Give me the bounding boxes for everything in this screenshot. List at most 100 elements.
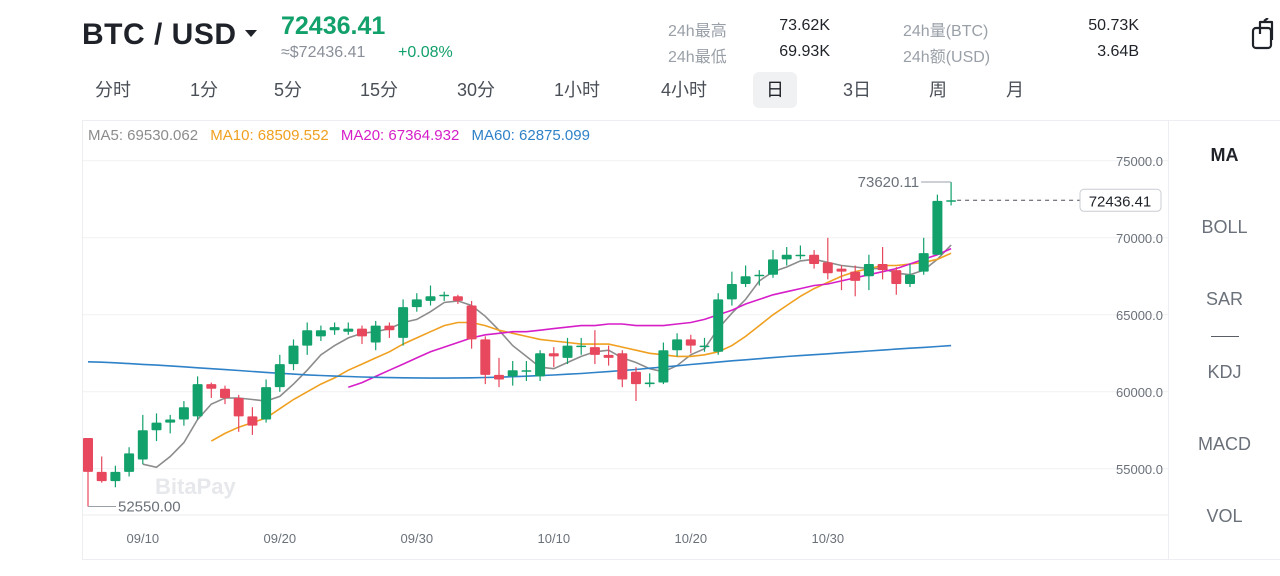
candle-19 [343, 322, 354, 335]
candle-43 [672, 333, 683, 357]
candle-59 [891, 267, 902, 295]
candle-35 [562, 337, 573, 365]
indicator-sar[interactable]: SAR [1205, 289, 1243, 309]
candle-51 [781, 247, 792, 266]
candle-40 [631, 367, 641, 402]
candle-33 [535, 350, 546, 382]
tab-2[interactable]: 5分 [273, 80, 302, 100]
candle-21 [370, 320, 381, 351]
candle-body-8 [192, 384, 203, 417]
tab-10[interactable]: 月 [1006, 80, 1024, 100]
tab-0[interactable]: 分时 [95, 80, 131, 100]
candle-37 [589, 330, 600, 365]
candle-body-52 [795, 254, 806, 257]
y-tick-label-1: 70000.0 [1116, 231, 1163, 246]
tab-3[interactable]: 15分 [359, 80, 399, 100]
indicator-ma[interactable]: MA [1210, 145, 1239, 165]
tab-5[interactable]: 1小时 [553, 80, 600, 100]
x-tick-label-0: 09/10 [127, 531, 160, 546]
candle-42 [658, 342, 669, 385]
candle-body-22 [384, 325, 395, 331]
candle-53 [809, 250, 820, 269]
candle-body-20 [357, 328, 367, 337]
candle-body-41 [644, 382, 655, 385]
x-tick-label-5: 10/30 [812, 531, 845, 546]
candle-body-57 [863, 263, 874, 277]
candle-13 [261, 379, 272, 423]
candle-body-28 [466, 305, 477, 340]
volume-label: 24h量(BTC) [903, 23, 989, 40]
candle-body-17 [315, 330, 326, 337]
candle-body-35 [562, 345, 573, 358]
candle-46 [713, 293, 724, 355]
candle-body-10 [220, 388, 230, 398]
low-label: 24h最低 [668, 49, 727, 66]
share-icon[interactable] [1250, 17, 1278, 50]
candle-body-60 [905, 274, 915, 284]
candle-body-12 [247, 416, 258, 426]
candle-body-9 [206, 384, 217, 389]
candle-body-49 [754, 274, 765, 277]
candle-58 [877, 247, 888, 280]
candle-body-5 [151, 422, 162, 431]
candle-body-39 [617, 353, 628, 380]
candle-body-55 [836, 268, 847, 272]
candle-body-13 [261, 387, 272, 420]
candle-body-42 [658, 350, 669, 383]
candle-26 [439, 291, 450, 301]
tab-9[interactable]: 周 [929, 80, 947, 100]
candle-15 [288, 339, 299, 371]
candle-body-29 [480, 339, 491, 375]
candle-body-4 [137, 430, 148, 460]
y-tick-label-4: 55000.0 [1116, 462, 1163, 477]
candle-18 [329, 322, 340, 335]
candle-body-15 [288, 345, 299, 365]
pair-selector[interactable]: BTC / USD [82, 18, 257, 52]
candle-body-0 [83, 437, 93, 472]
candle-57 [863, 254, 874, 291]
indicator-kdj[interactable]: KDJ [1207, 362, 1242, 382]
x-tick-label-4: 10/20 [675, 531, 708, 546]
candle-39 [617, 350, 628, 388]
tab-4[interactable]: 30分 [456, 80, 496, 100]
candle-28 [466, 300, 477, 349]
indicator-macd[interactable]: MACD [1198, 434, 1251, 454]
candle-body-21 [370, 325, 381, 343]
candle-9 [206, 382, 217, 398]
candle-1 [96, 456, 107, 483]
price-change: +0.08% [398, 44, 453, 61]
indicator-vol[interactable]: VOL [1206, 506, 1243, 526]
candle-body-14 [274, 364, 285, 388]
candle-45 [699, 337, 710, 352]
candle-29 [480, 336, 491, 385]
volume-value: 50.73K [1088, 17, 1139, 34]
candle-49 [754, 270, 765, 286]
x-tick-label-3: 10/10 [538, 531, 571, 546]
indicator-boll[interactable]: BOLL [1201, 217, 1248, 237]
candle-body-54 [822, 262, 833, 274]
high-value: 73.62K [779, 17, 830, 34]
tab-1[interactable]: 1分 [189, 80, 218, 100]
candle-body-56 [850, 271, 861, 281]
tab-8[interactable]: 3日 [842, 80, 871, 100]
candle-body-33 [535, 353, 546, 377]
candle-body-1 [96, 471, 107, 482]
low-value: 69.93K [779, 43, 830, 60]
candle-56 [850, 265, 861, 297]
legend-ma60: MA60: 62875.099 [471, 127, 590, 144]
candle-body-25 [425, 296, 436, 301]
candle-body-61 [918, 253, 929, 272]
candle-body-2 [110, 471, 121, 482]
candle-61 [918, 237, 929, 275]
candle-0 [83, 437, 93, 507]
candle-36 [576, 337, 587, 355]
candle-34 [548, 347, 559, 368]
candle-17 [315, 325, 326, 341]
indicator-panel: MA BOLL SAR KDJ MACD VOL [1169, 120, 1280, 560]
chart-area[interactable] [82, 120, 1169, 560]
series-line-ma60 [87, 344, 952, 379]
candle-body-24 [411, 299, 422, 308]
candle-6 [165, 414, 176, 434]
tab-7[interactable]: 日 [753, 72, 797, 108]
tab-6[interactable]: 4小时 [660, 80, 707, 100]
